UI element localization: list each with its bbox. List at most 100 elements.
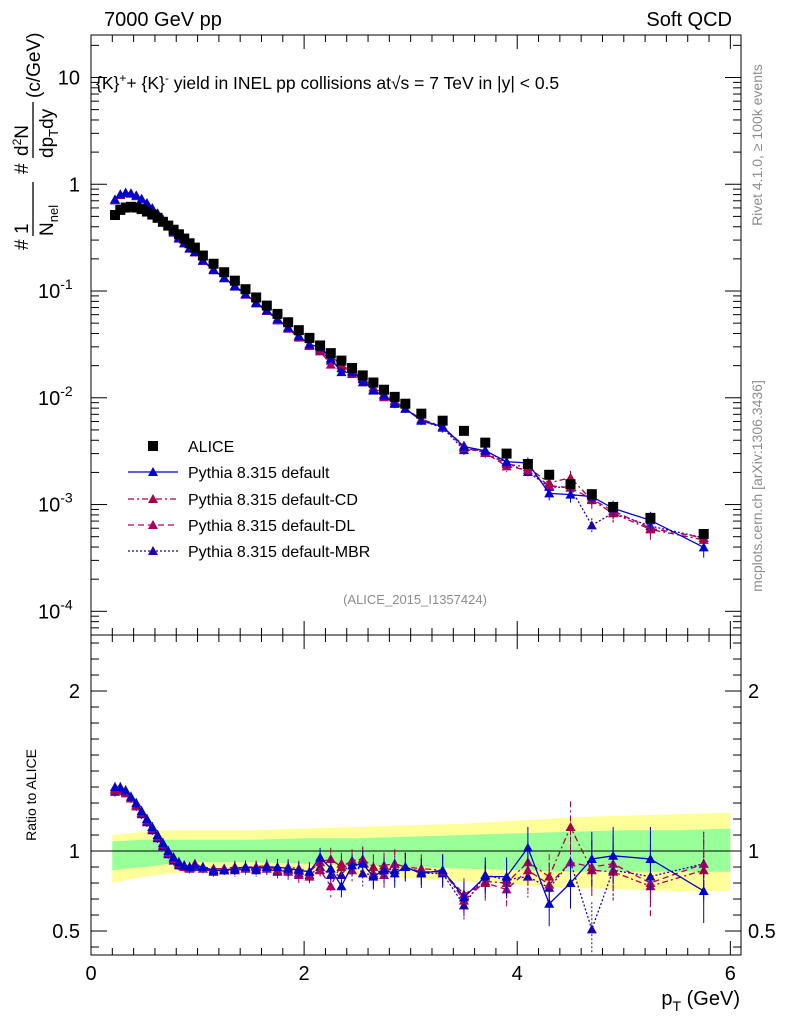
y-tick-label: 10-1 xyxy=(38,276,73,303)
data-point xyxy=(157,216,168,227)
chart-title: {K}++ {K}- yield in INEL pp collisions a… xyxy=(96,71,559,93)
mc-point xyxy=(698,542,709,552)
legend-marker xyxy=(148,546,158,555)
data-point xyxy=(336,355,347,366)
ratio-point xyxy=(522,871,533,881)
y-tick-label: 1 xyxy=(69,174,80,196)
ratio-point xyxy=(586,924,597,934)
data-point xyxy=(189,242,200,253)
x-tick-label: 4 xyxy=(512,963,523,985)
mcplots-label: mcplots.cern.ch [arXiv:1306.3436] xyxy=(749,380,765,592)
data-point xyxy=(147,209,158,220)
y-tick-label: 10-2 xyxy=(38,383,73,410)
data-point xyxy=(125,201,136,212)
ratio-point xyxy=(283,863,294,873)
ratio-point xyxy=(219,865,230,875)
ratio-point xyxy=(173,857,184,867)
data-point xyxy=(131,202,142,213)
ratio-point xyxy=(208,865,219,875)
data-point xyxy=(379,384,390,395)
y-label-dn: d2N xyxy=(10,125,33,156)
ratio-point xyxy=(168,852,179,862)
y-label-dp: dpTdy xyxy=(37,108,61,158)
y-axis-label: # 1 Nnel # d2N dpTdy (c/GeV) xyxy=(10,33,61,250)
y-tick-label: 10-3 xyxy=(38,490,73,517)
y-label-hash2: # xyxy=(12,163,33,174)
ratio-tick-label-right: 1 xyxy=(748,841,759,863)
data-point xyxy=(698,528,709,539)
x-tick-label: 0 xyxy=(85,963,96,985)
data-point xyxy=(251,292,262,303)
data-point xyxy=(197,250,208,261)
ratio-point xyxy=(325,863,336,873)
header-left: 7000 GeV pp xyxy=(104,9,222,31)
data-point xyxy=(272,308,283,319)
data-point xyxy=(168,224,179,235)
mc-point xyxy=(109,194,120,204)
ratio-point xyxy=(480,871,491,881)
ratio-point xyxy=(400,862,411,871)
mc-point xyxy=(480,445,491,455)
data-point xyxy=(163,220,174,231)
ratio-point xyxy=(357,858,368,868)
ratio-uncertainty-bands xyxy=(91,812,741,891)
mc-point xyxy=(544,488,555,498)
mc-point xyxy=(389,398,400,408)
data-point xyxy=(645,512,656,523)
y-tick-label: 10 xyxy=(58,67,80,89)
header-right: Soft QCD xyxy=(646,9,732,31)
ratio-point xyxy=(368,871,379,881)
ratio-point xyxy=(147,822,158,831)
legend-marker xyxy=(148,467,158,476)
ratio-point xyxy=(197,862,208,871)
mc-point xyxy=(208,264,219,274)
mc-point xyxy=(293,331,304,341)
data-point xyxy=(109,210,120,221)
ratio-point xyxy=(645,854,656,863)
ratio-point xyxy=(131,798,142,807)
legend-label: Pythia 8.315 default-MBR xyxy=(188,544,370,561)
ratio-tick-label-right: 2 xyxy=(748,681,759,703)
x-tick-label: 6 xyxy=(725,963,736,985)
y-tick-label: 10-4 xyxy=(38,596,73,623)
ratio-point xyxy=(458,892,469,902)
ratio-series xyxy=(109,782,709,954)
ratio-tick-label: 1 xyxy=(69,841,80,863)
ratio-point xyxy=(125,791,136,801)
mc-point xyxy=(379,390,390,400)
data-point xyxy=(208,258,219,269)
data-point xyxy=(115,204,126,215)
legend: ALICE Pythia 8.315 default Pythia 8.315 de… xyxy=(128,439,370,561)
mc-point xyxy=(416,415,427,425)
ratio-point xyxy=(240,862,251,871)
x-axis-label: pT (GeV) xyxy=(661,988,740,1014)
data-point xyxy=(608,501,619,512)
data-point xyxy=(586,489,597,500)
data-point xyxy=(480,437,491,448)
mc-point xyxy=(586,520,597,530)
y-label-n: Nnel xyxy=(37,205,61,236)
mc-point xyxy=(501,456,512,466)
mc-point xyxy=(437,421,448,431)
ratio-point xyxy=(565,878,576,887)
ratio-tick-label: 0.5 xyxy=(52,921,80,943)
ratio-point xyxy=(336,862,347,871)
ratio-point xyxy=(379,865,390,875)
y-label-one: 1 xyxy=(12,223,33,234)
ratio-point xyxy=(189,860,200,870)
mc-point xyxy=(131,190,142,200)
mc-point xyxy=(125,188,136,198)
legend-label: Pythia 8.315 default xyxy=(188,465,330,482)
ratio-point xyxy=(229,863,240,873)
data-point xyxy=(522,458,533,469)
data-point xyxy=(240,284,251,295)
mc-line xyxy=(114,192,704,541)
data-point xyxy=(389,391,400,402)
data-point xyxy=(293,325,304,336)
data-point xyxy=(347,363,358,374)
ratio-frame xyxy=(90,634,742,956)
ratio-point xyxy=(608,850,619,860)
mc-point xyxy=(565,489,576,499)
legend-marker-data xyxy=(148,441,158,451)
ratio-point xyxy=(437,865,448,875)
